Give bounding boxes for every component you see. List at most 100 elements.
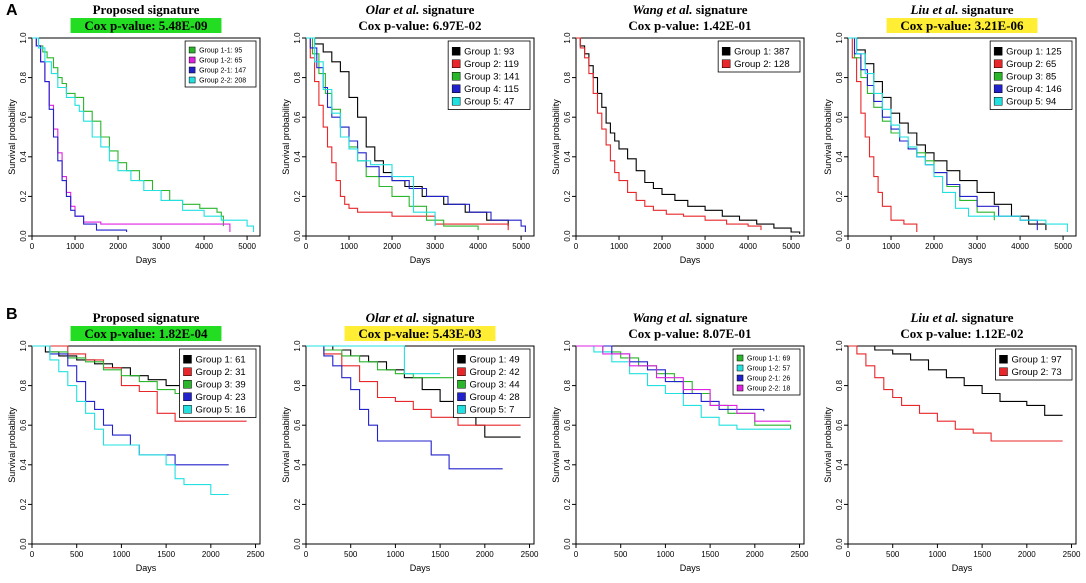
- x-axis-label: Days: [680, 563, 701, 573]
- x-tick-label: 2000: [653, 242, 671, 251]
- chart-title: Liu et al. signature: [909, 310, 1013, 325]
- chart-title: Proposed signature: [93, 310, 200, 325]
- x-tick-label: 4000: [195, 242, 213, 251]
- series-line-5: [848, 37, 1068, 232]
- chart-title-text: signature: [693, 2, 748, 17]
- x-axis-label: Days: [136, 255, 157, 265]
- legend-swatch: [457, 405, 466, 414]
- legend-swatch: [183, 355, 192, 364]
- panel-letter-b: B: [6, 306, 18, 323]
- legend-swatch: [736, 364, 744, 372]
- x-tick-label: 2500: [247, 550, 265, 559]
- legend-label: Group 3: 39: [195, 380, 245, 391]
- legend-label: Group 2: 42: [469, 367, 519, 378]
- x-tick-label: 2000: [202, 550, 220, 559]
- subtitle-highlight: [886, 18, 1038, 33]
- legend-box: [717, 40, 801, 73]
- x-tick-label: 0: [846, 242, 851, 251]
- legend-label: Group 4: 28: [469, 392, 519, 403]
- y-tick-label: 0.2: [293, 498, 302, 510]
- y-tick-label: 0.8: [563, 71, 572, 83]
- x-tick-label: 3000: [696, 242, 714, 251]
- legend-swatch: [721, 59, 731, 68]
- legend-swatch: [457, 355, 466, 364]
- y-tick-label: 0.4: [293, 459, 302, 471]
- y-axis-label: Survival probability: [281, 99, 291, 175]
- chart-title-author: Liu et al.: [909, 310, 958, 325]
- plot-frame: [31, 37, 261, 237]
- x-tick-label: 1500: [973, 550, 991, 559]
- chart-title: Olar et al. signature: [366, 2, 475, 17]
- legend-label: Group 4: 146: [1006, 84, 1061, 95]
- legend-label: Group 4: 115: [464, 84, 519, 95]
- legend-box: [179, 348, 257, 418]
- x-tick-label: 0: [304, 550, 309, 559]
- legend-swatch: [188, 66, 196, 74]
- x-tick-label: 500: [886, 550, 900, 559]
- legend-box: [989, 40, 1073, 110]
- chart-title-text: signature: [419, 2, 474, 17]
- y-tick-label: 0.8: [563, 379, 572, 391]
- y-tick-label: 0.4: [835, 151, 844, 163]
- legend-swatch: [993, 47, 1003, 56]
- plot-frame: [575, 37, 805, 237]
- y-tick-label: 0.0: [19, 538, 28, 550]
- x-tick-label: 500: [70, 550, 84, 559]
- x-tick-label: 4000: [469, 242, 487, 251]
- plot-frame: [575, 345, 805, 545]
- legend-label: Group 2-2: 18: [747, 385, 790, 392]
- x-tick-label: 1500: [157, 550, 175, 559]
- legend-label: Group 4: 23: [195, 392, 245, 403]
- legend-swatch: [451, 97, 461, 106]
- x-tick-label: 1000: [657, 550, 675, 559]
- x-axis-label: Days: [952, 563, 973, 573]
- x-tick-label: 5000: [512, 242, 530, 251]
- legend-label: Group 5: 7: [469, 405, 514, 416]
- y-axis-label: Survival probability: [7, 99, 17, 175]
- y-axis-label: Survival probability: [823, 407, 833, 483]
- series-line-4: [32, 37, 255, 232]
- chart-subtitle: Cox p-value: 1.82E-04: [84, 326, 208, 341]
- legend-swatch: [451, 47, 461, 56]
- legend-swatch: [451, 84, 461, 93]
- legend-swatch: [183, 367, 192, 376]
- x-tick-label: 1000: [610, 242, 628, 251]
- legend-label: Group 1-2: 57: [747, 365, 790, 372]
- y-tick-label: 1.0: [293, 32, 302, 44]
- legend-label: Group 2: 119: [464, 59, 519, 70]
- x-tick-label: 1000: [882, 242, 900, 251]
- plot-frame: [847, 345, 1077, 545]
- subtitle-highlight: [344, 326, 496, 341]
- legend-label: Group 1: 61: [195, 355, 245, 366]
- series-line-3: [848, 37, 995, 221]
- legend-swatch: [183, 392, 192, 401]
- y-tick-label: 1.0: [293, 340, 302, 352]
- series-line-5: [306, 37, 436, 227]
- y-tick-label: 0.0: [293, 538, 302, 550]
- chart-title-author: Liu et al.: [909, 2, 958, 17]
- chart-subtitle: Cox p-value: 8.07E-01: [628, 326, 751, 341]
- legend-label: Group 1-1: 69: [747, 355, 790, 362]
- chart-title-text: signature: [419, 310, 474, 325]
- chart-subtitle: Cox p-value: 5.43E-03: [358, 326, 482, 341]
- plot-frame: [31, 345, 261, 545]
- legend-box: [453, 348, 531, 418]
- y-tick-label: 1.0: [19, 340, 28, 352]
- x-tick-label: 1000: [113, 550, 131, 559]
- y-tick-label: 0.8: [19, 71, 28, 83]
- chart-title-author: Wang et al.: [632, 310, 692, 325]
- legend-box: [447, 40, 531, 110]
- legend-swatch: [999, 355, 1008, 364]
- x-tick-label: 0: [574, 242, 579, 251]
- chart-title-text: Proposed signature: [93, 310, 200, 325]
- legend-label: Group 1: 97: [1011, 355, 1061, 366]
- legend-label: Group 3: 141: [464, 72, 519, 83]
- legend-swatch: [993, 72, 1003, 81]
- x-tick-label: 2000: [925, 242, 943, 251]
- y-tick-label: 0.4: [835, 459, 844, 471]
- legend-label: Group 5: 94: [1006, 97, 1056, 108]
